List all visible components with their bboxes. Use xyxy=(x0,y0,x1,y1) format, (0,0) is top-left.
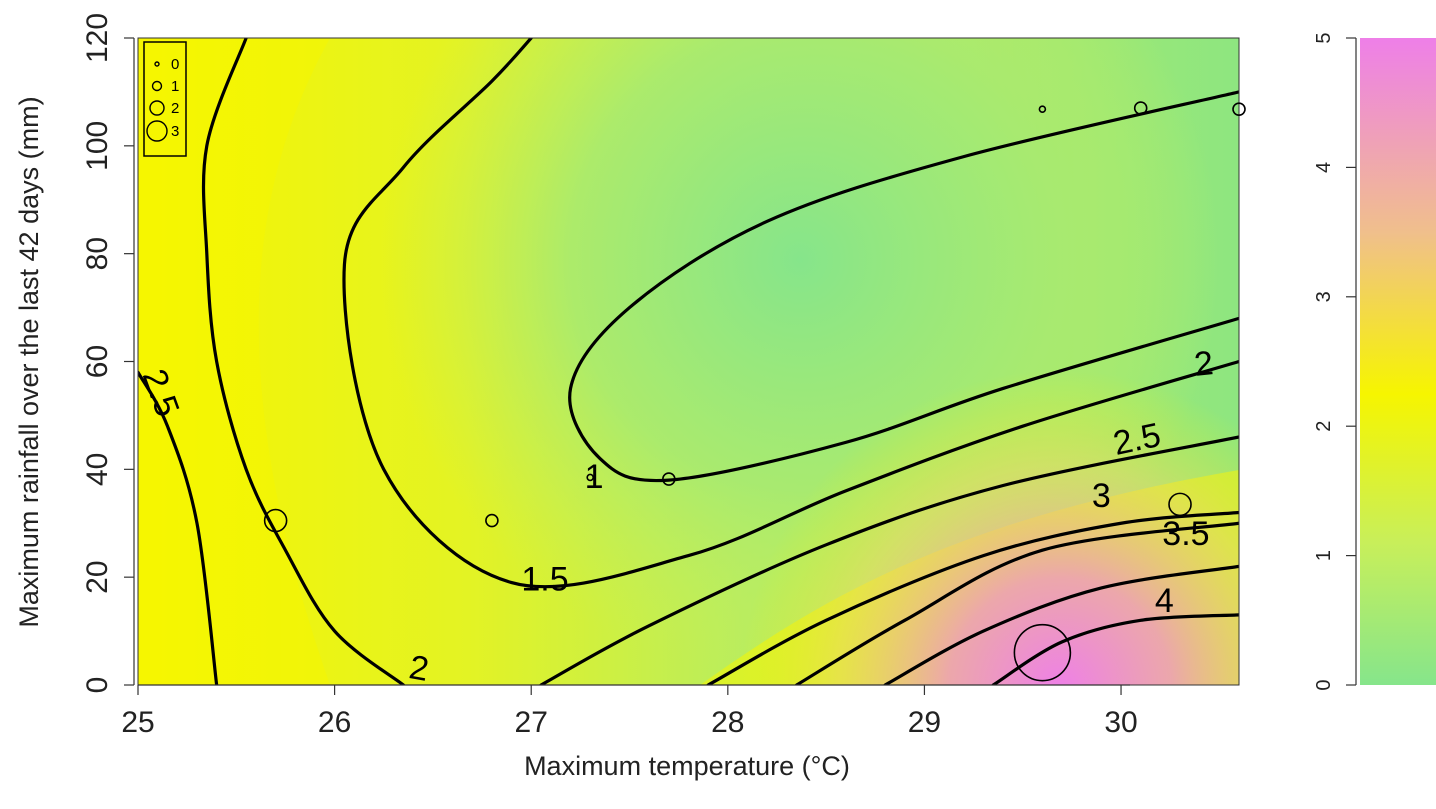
contour-label-2: 2 xyxy=(1192,344,1215,384)
bubble-point-7 xyxy=(1133,101,1148,115)
x-tick-label: 29 xyxy=(908,706,941,739)
heatmap-left-band xyxy=(138,38,330,685)
y-tick-label: 0 xyxy=(81,677,114,694)
size-legend-label-0: 0 xyxy=(171,56,179,73)
color-scale-bar xyxy=(1360,38,1436,685)
scale-tick-label: 2 xyxy=(1313,421,1335,432)
contour-line-0 xyxy=(568,90,1239,483)
bubble-point-3 xyxy=(662,472,676,486)
bubble-point-5 xyxy=(1168,492,1192,517)
x-axis: 25 26 27 28 29 30 xyxy=(121,684,1138,739)
x-tick-label: 27 xyxy=(515,706,548,739)
heatmap-high-region xyxy=(138,38,1239,685)
contour-lines xyxy=(138,38,1239,685)
contour-line-1 xyxy=(342,38,1239,589)
y-tick-label: 20 xyxy=(81,560,114,593)
contour-label-4: 3 xyxy=(1092,477,1111,515)
y-tick-label: 40 xyxy=(81,453,114,486)
size-legend-label-1: 1 xyxy=(171,78,179,95)
size-legend-marker-3 xyxy=(146,120,168,142)
y-tick-label: 120 xyxy=(81,13,114,63)
scale-tick-label: 5 xyxy=(1313,32,1335,43)
bubble-layer xyxy=(263,101,1246,682)
contour-line-2 xyxy=(201,38,406,685)
size-legend-marker-2 xyxy=(149,100,165,116)
x-axis-title: Maximum temperature (°C) xyxy=(524,751,850,781)
y-tick-label: 100 xyxy=(81,121,114,171)
x-tick-label: 26 xyxy=(318,706,351,739)
contour-label-6: 4 xyxy=(1155,582,1174,620)
x-tick-label: 30 xyxy=(1104,706,1137,739)
x-tick-label: 28 xyxy=(711,706,744,739)
size-legend-box xyxy=(143,41,187,157)
y-tick-label: 80 xyxy=(81,237,114,270)
bubble-point-1 xyxy=(485,513,499,528)
contour-line-8 xyxy=(991,613,1239,685)
bubble-point-4 xyxy=(1013,623,1072,682)
y-axis: 0 20 40 60 80 100 120 xyxy=(81,13,135,694)
bubble-point-8 xyxy=(1232,102,1246,116)
size-legend: 0 1 2 3 xyxy=(143,41,187,157)
contour-line-7 xyxy=(883,564,1239,685)
bubble-point-0 xyxy=(263,508,288,533)
contour-label-5: 3.5 xyxy=(1162,515,1209,553)
size-legend-label-2: 2 xyxy=(171,100,179,117)
bubble-point-6 xyxy=(1038,105,1047,113)
size-legend-marker-0 xyxy=(154,61,160,67)
contour-line-3 xyxy=(138,370,219,685)
color-scale: 0 1 2 3 4 5 xyxy=(1313,32,1436,691)
y-tick-label: 60 xyxy=(81,345,114,378)
bubble-point-2 xyxy=(586,473,594,482)
size-legend-marker-1 xyxy=(151,80,163,92)
scale-tick-label: 0 xyxy=(1313,679,1335,690)
contour-line-6 xyxy=(795,521,1239,685)
y-axis-title: Maximum rainfall over the last 42 days (… xyxy=(14,96,44,627)
contour-line-5 xyxy=(539,435,1239,685)
contour-label-1: 1.5 xyxy=(521,561,568,599)
scale-tick-label: 1 xyxy=(1313,550,1335,561)
x-tick-label: 25 xyxy=(121,706,154,739)
contour-label-0: 1 xyxy=(585,458,604,496)
scale-tick-label: 3 xyxy=(1313,291,1335,302)
scale-tick-label: 4 xyxy=(1313,162,1335,173)
contour-line-4 xyxy=(706,510,1239,685)
size-legend-label-3: 3 xyxy=(171,123,179,140)
